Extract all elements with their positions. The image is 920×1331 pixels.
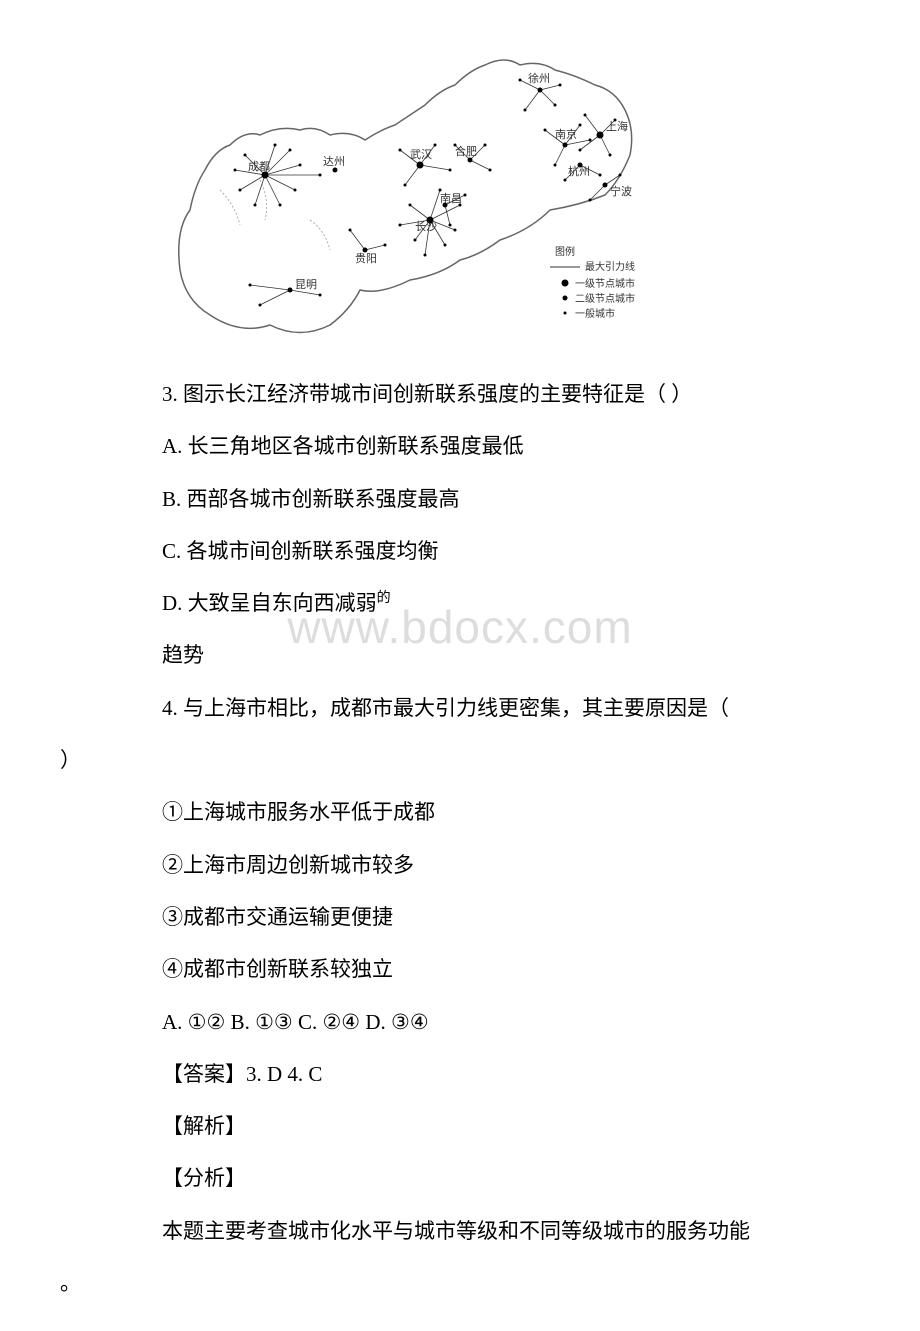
svg-text:宁波: 宁波 xyxy=(610,184,632,198)
q4-stmt2: ②上海市周边创新城市较多 xyxy=(120,841,840,889)
q4-options: A. ①② B. ①③ C. ②④ D. ③④ xyxy=(120,998,840,1046)
analysis-text-line2: 。 xyxy=(60,1259,860,1307)
city-dots xyxy=(234,79,622,307)
analysis-sub: 【分析】 xyxy=(120,1154,840,1202)
city-labels: 徐州 上海 南京 杭州 宁波 合肥 武汉 南昌 长沙 成都 达州 贵阳 昆明 xyxy=(248,71,632,291)
q4-stmt1: ①上海城市服务水平低于成都 xyxy=(120,788,840,836)
svg-text:武汉: 武汉 xyxy=(410,148,432,161)
answer-line: 【答案】3. D 4. C xyxy=(120,1050,840,1098)
svg-text:合肥: 合肥 xyxy=(455,144,477,158)
map-figure: 徐州 上海 南京 杭州 宁波 合肥 武汉 南昌 长沙 成都 达州 贵阳 昆明 图… xyxy=(160,30,660,350)
q3-option-b: B. 西部各城市创新联系强度最高 xyxy=(120,475,840,523)
document-content: 3. 图示长江经济带城市间创新联系强度的主要特征是（ ） A. 长三角地区各城市… xyxy=(60,370,860,1307)
svg-text:杭州: 杭州 xyxy=(568,164,590,178)
q4-stmt3: ③成都市交通运输更便捷 xyxy=(120,893,840,941)
map-svg: 徐州 上海 南京 杭州 宁波 合肥 武汉 南昌 长沙 成都 达州 贵阳 昆明 图… xyxy=(160,30,660,350)
q3-option-d-line2: 趋势 xyxy=(120,631,840,679)
svg-text:最大引力线: 最大引力线 xyxy=(585,260,635,273)
analysis-text-line1: 本题主要考查城市化水平与城市等级和不同等级城市的服务功能 xyxy=(120,1207,840,1255)
analysis-header: 【解析】 xyxy=(120,1102,840,1150)
svg-text:南昌: 南昌 xyxy=(440,192,462,205)
gravity-lines xyxy=(235,80,620,305)
svg-text:一级节点城市: 一级节点城市 xyxy=(575,277,635,290)
q3-option-d-sup: 的 xyxy=(377,591,391,606)
q4-prompt-line2: ） xyxy=(60,736,860,784)
svg-text:一般城市: 一般城市 xyxy=(575,307,615,320)
q3-prompt: 3. 图示长江经济带城市间创新联系强度的主要特征是（ ） xyxy=(120,370,840,418)
q3-option-d-text: D. 大致呈自东向西减弱 xyxy=(162,591,377,615)
svg-text:徐州: 徐州 xyxy=(528,71,550,85)
q3-option-a: A. 长三角地区各城市创新联系强度最低 xyxy=(120,422,840,470)
q4-prompt-line1: 4. 与上海市相比，成都市最大引力线更密集，其主要原因是（ xyxy=(120,684,840,732)
svg-text:昆明: 昆明 xyxy=(295,278,317,291)
svg-text:贵阳: 贵阳 xyxy=(355,252,377,265)
svg-text:达州: 达州 xyxy=(323,155,345,168)
map-legend: 图例 最大引力线 一级节点城市 二级节点城市 一般城市 xyxy=(550,245,635,320)
q3-option-c: C. 各城市间创新联系强度均衡 xyxy=(120,527,840,575)
svg-text:长沙: 长沙 xyxy=(415,220,437,233)
svg-text:图例: 图例 xyxy=(555,245,575,258)
svg-text:南京: 南京 xyxy=(555,127,577,141)
svg-text:上海: 上海 xyxy=(606,119,628,133)
q3-option-d-line1: D. 大致呈自东向西减弱的 xyxy=(120,579,840,627)
svg-text:成都: 成都 xyxy=(248,160,270,173)
map-rivers xyxy=(220,180,330,250)
q4-stmt4: ④成都市创新联系较独立 xyxy=(120,945,840,993)
map-boundary xyxy=(179,60,632,333)
svg-text:二级节点城市: 二级节点城市 xyxy=(575,292,635,305)
